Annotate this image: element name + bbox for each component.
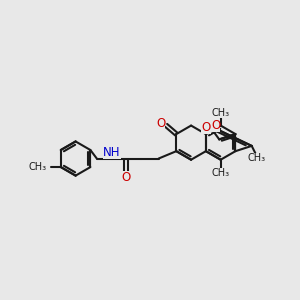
Text: CH₃: CH₃ xyxy=(212,168,230,178)
Text: NH: NH xyxy=(103,146,121,159)
Text: O: O xyxy=(156,117,165,130)
Text: CH₃: CH₃ xyxy=(247,153,265,163)
Text: CH₃: CH₃ xyxy=(29,162,47,172)
Text: O: O xyxy=(122,171,131,184)
Text: CH₃: CH₃ xyxy=(212,108,230,118)
Text: O: O xyxy=(201,121,211,134)
Text: O: O xyxy=(211,119,220,132)
